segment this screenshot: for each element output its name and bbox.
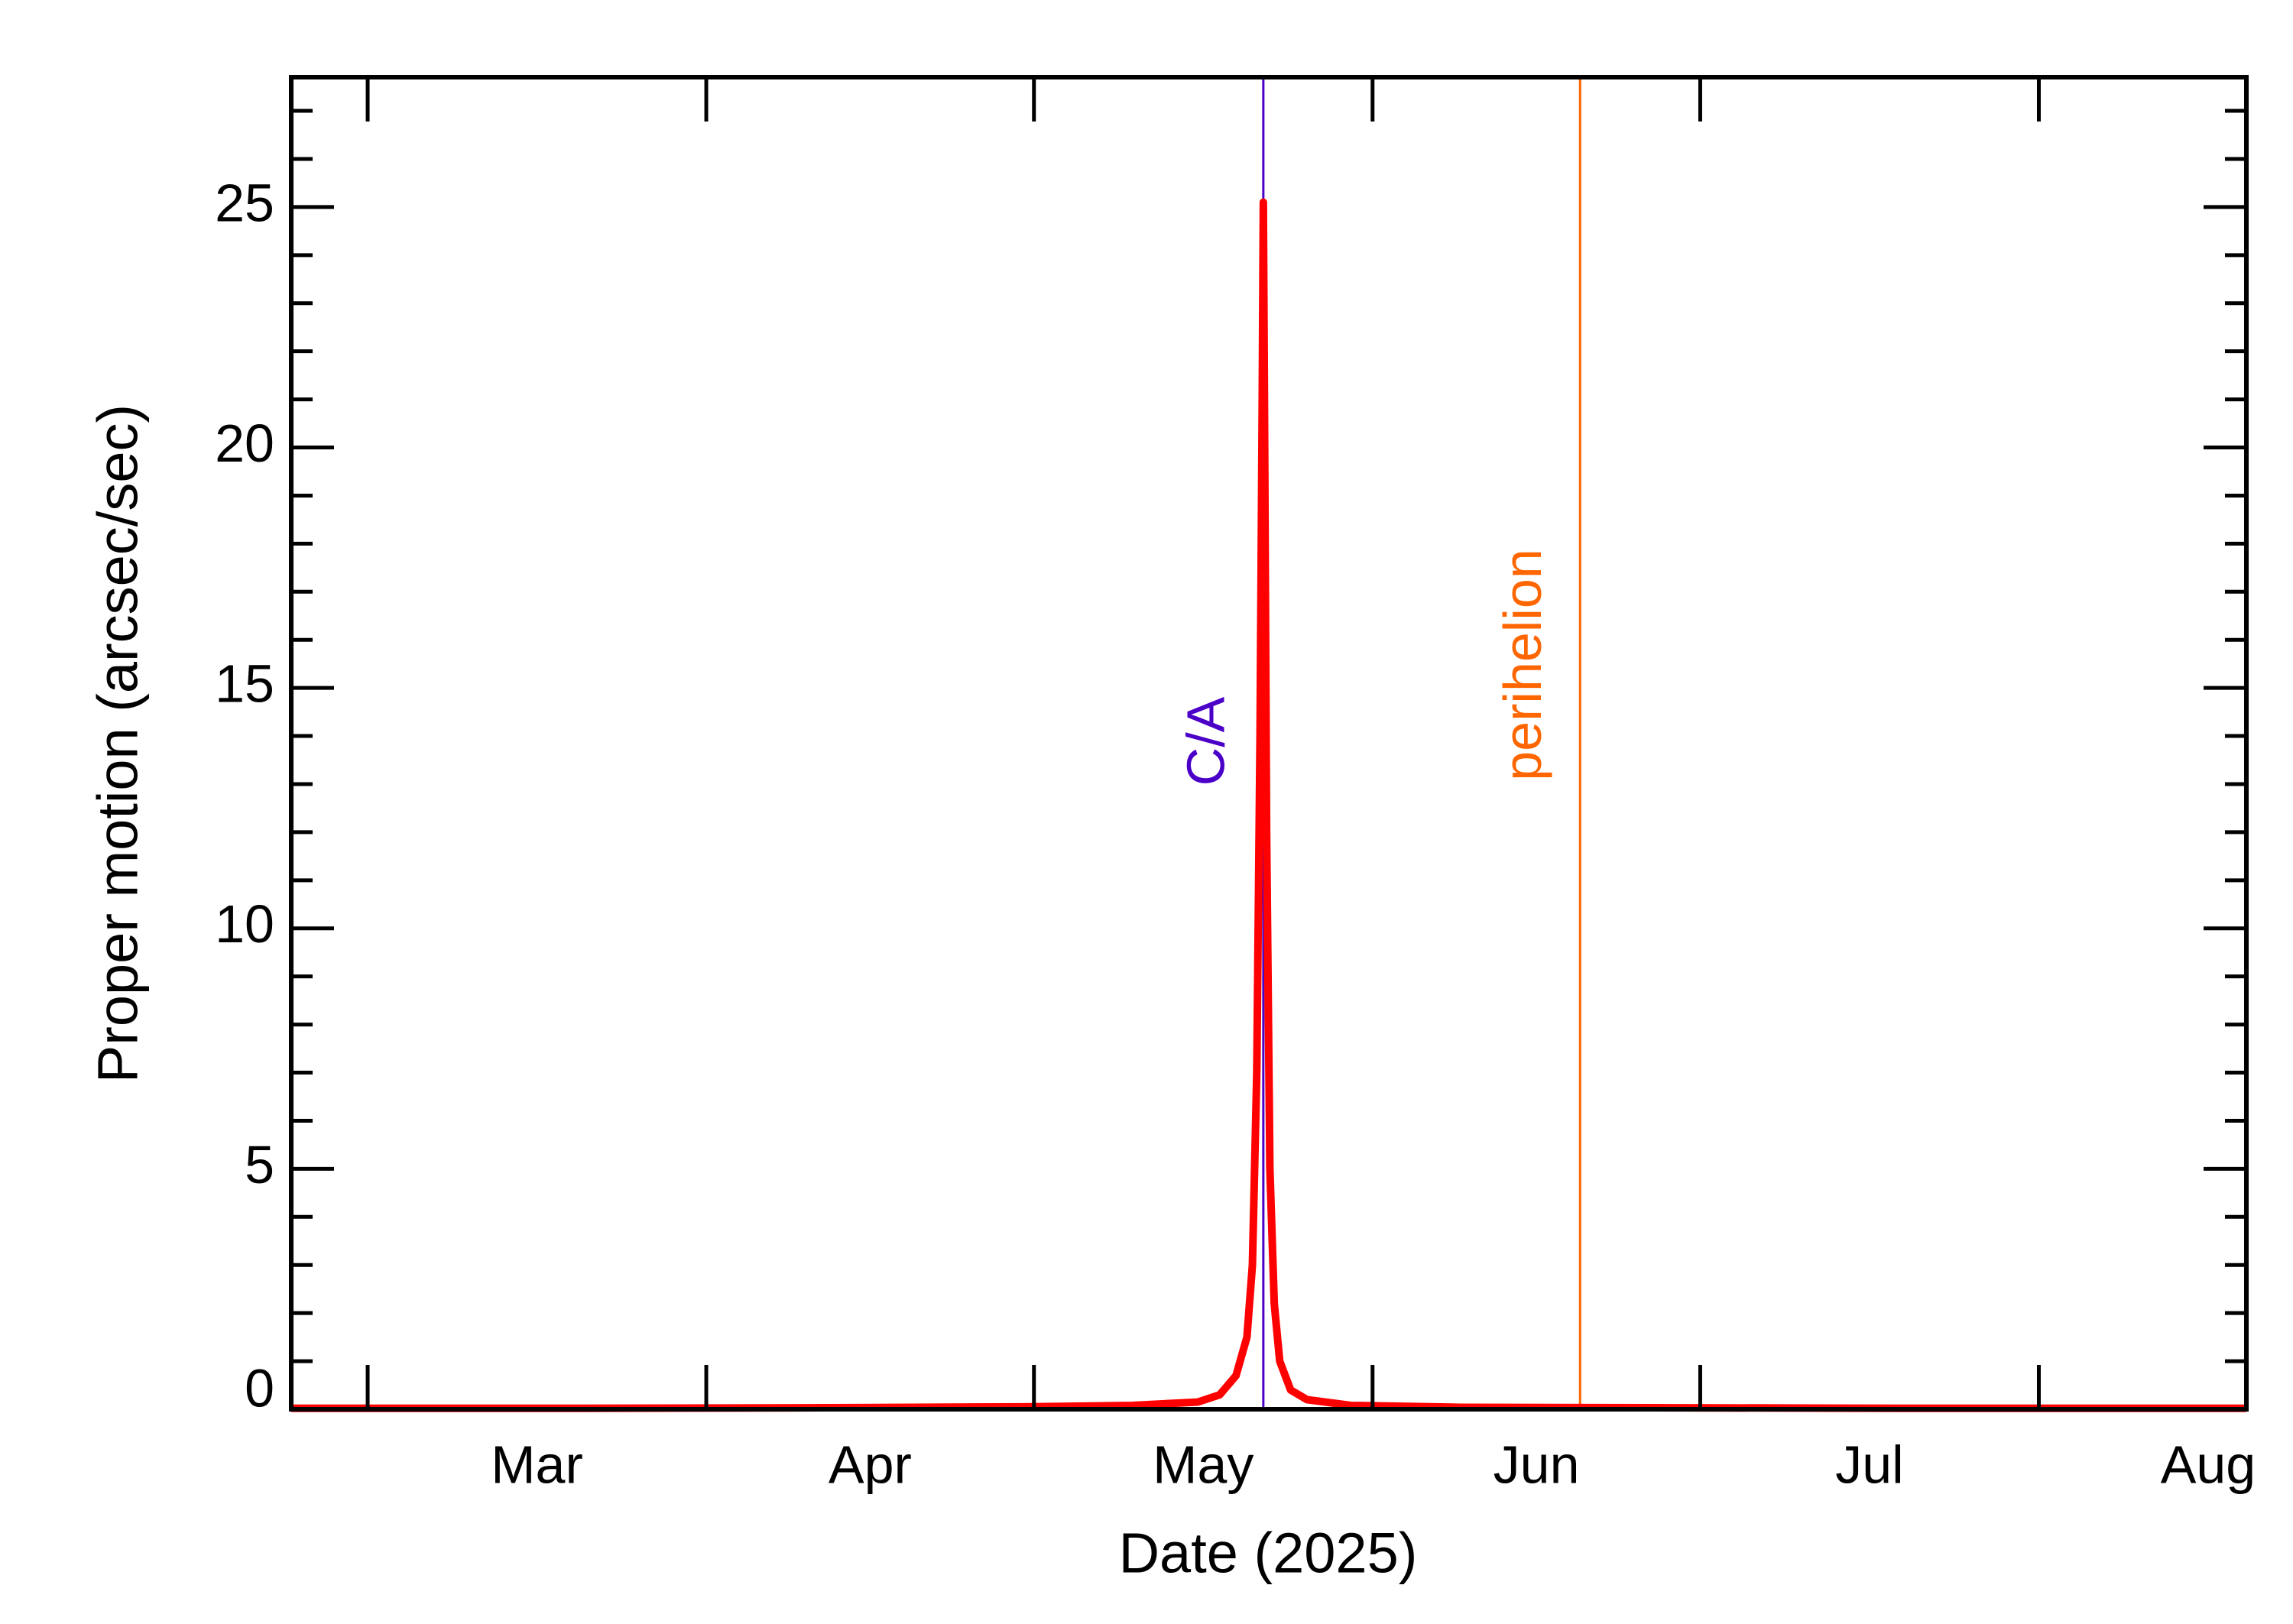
- plot-frame: [289, 75, 2249, 1412]
- x-tick-label: Jul: [1835, 1434, 1903, 1494]
- x-tick-label: Mar: [491, 1434, 583, 1494]
- annotation-label: C/A: [1176, 696, 1235, 786]
- y-tick-label: 0: [245, 1358, 274, 1418]
- y-tick-label: 25: [215, 173, 274, 232]
- x-tick-label: Aug: [2161, 1434, 2256, 1494]
- y-tick-label: 15: [215, 654, 274, 714]
- y-axis-label: Proper motion (arcsec/sec): [86, 404, 150, 1083]
- y-tick-label: 20: [215, 413, 274, 473]
- x-tick-label: Jun: [1494, 1434, 1580, 1494]
- x-axis-label: Date (2025): [1119, 1522, 1418, 1585]
- x-tick-label: May: [1153, 1434, 1254, 1494]
- data-line: [291, 198, 2246, 1412]
- x-tick-label: Apr: [829, 1434, 912, 1494]
- annotation-label: perihelion: [1493, 549, 1552, 781]
- y-tick-label: 10: [215, 894, 274, 954]
- y-tick-label: 5: [245, 1135, 274, 1194]
